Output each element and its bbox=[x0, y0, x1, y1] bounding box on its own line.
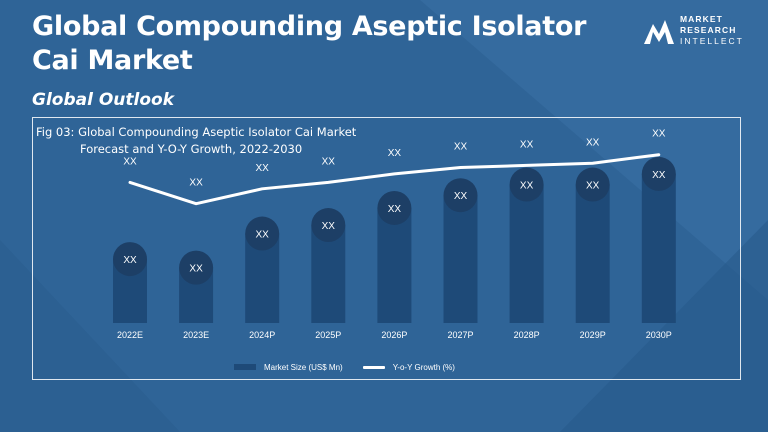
growth-value-label-2023E: XX bbox=[189, 178, 203, 189]
bar-label-bubble-2027P bbox=[443, 178, 478, 213]
bar-label-bubble-2024P bbox=[245, 216, 280, 251]
logo-mountain-icon bbox=[644, 20, 674, 44]
bar-value-label-2026P: XX bbox=[388, 204, 402, 215]
bar-label-bubble-2022E bbox=[113, 242, 147, 277]
growth-value-label-2027P: XX bbox=[454, 142, 468, 153]
growth-value-label-2022E: XX bbox=[123, 156, 137, 167]
bar-2026P bbox=[377, 207, 412, 323]
x-tick-label-2025P: 2025P bbox=[315, 330, 341, 340]
figure-caption-line-1: Fig 03: Global Compounding Aseptic Isola… bbox=[36, 125, 357, 139]
x-tick-label-2026P: 2026P bbox=[381, 330, 407, 340]
growth-value-label-2026P: XX bbox=[388, 148, 402, 159]
x-tick-label-2023E: 2023E bbox=[183, 330, 209, 340]
bar-label-bubble-2028P bbox=[509, 167, 544, 202]
logo-line-1: MARKET bbox=[680, 14, 723, 24]
bar-value-label-2024P: XX bbox=[256, 230, 270, 241]
logo-line-3: INTELLECT bbox=[680, 36, 744, 46]
growth-value-label-2025P: XX bbox=[322, 156, 336, 167]
chart-legend: Market Size (US$ Mn) Y-o-Y Growth (%) bbox=[234, 360, 475, 374]
x-tick-label-2024P: 2024P bbox=[249, 330, 275, 340]
x-tick-label-2027P: 2027P bbox=[447, 330, 473, 340]
legend-item-bars: Market Size (US$ Mn) bbox=[234, 363, 343, 372]
bar-label-bubble-2026P bbox=[377, 190, 412, 225]
page-subtitle: Global Outlook bbox=[32, 90, 175, 110]
bar-label-bubble-2023E bbox=[179, 250, 214, 285]
brand-logo: MARKET RESEARCH INTELLECT bbox=[644, 14, 754, 48]
bar-value-label-2022E: XX bbox=[123, 255, 137, 266]
bar-value-label-2029P: XX bbox=[586, 181, 600, 192]
x-tick-label-2028P: 2028P bbox=[514, 330, 540, 340]
growth-value-label-2030P: XX bbox=[652, 129, 666, 140]
page-title: Global Compounding Aseptic Isolator Cai … bbox=[32, 11, 587, 76]
legend-swatch-bars bbox=[234, 364, 256, 370]
legend-swatch-line bbox=[362, 365, 385, 369]
figure-caption-line-2: Forecast and Y-O-Y Growth, 2022-2030 bbox=[80, 142, 303, 156]
x-tick-label-2030P: 2030P bbox=[646, 330, 672, 340]
bar-label-bubble-2025P bbox=[311, 208, 346, 243]
chart-frame bbox=[32, 117, 741, 380]
bar-value-label-2027P: XX bbox=[454, 191, 468, 202]
bar-2030P bbox=[641, 173, 676, 323]
growth-value-label-2029P: XX bbox=[586, 137, 600, 148]
legend-label-line: Y-o-Y Growth (%) bbox=[392, 362, 455, 372]
growth-value-label-2028P: XX bbox=[520, 139, 534, 150]
figure-caption: Fig 03: Global Compounding Aseptic Isola… bbox=[36, 124, 456, 158]
x-tick-label-2029P: 2029P bbox=[580, 330, 606, 340]
logo-line-2: RESEARCH bbox=[680, 25, 737, 35]
bar-label-bubble-2030P bbox=[641, 156, 676, 191]
bar-2029P bbox=[575, 184, 610, 323]
growth-value-label-2024P: XX bbox=[256, 163, 270, 174]
legend-label-bars: Market Size (US$ Mn) bbox=[264, 362, 343, 372]
bar-value-label-2028P: XX bbox=[520, 181, 534, 192]
bar-value-label-2030P: XX bbox=[652, 170, 666, 181]
bar-label-bubble-2029P bbox=[575, 167, 610, 202]
bar-value-label-2025P: XX bbox=[322, 221, 336, 232]
bar-2028P bbox=[509, 184, 544, 323]
x-tick-label-2022E: 2022E bbox=[117, 330, 143, 340]
legend-item-line: Y-o-Y Growth (%) bbox=[362, 362, 455, 372]
growth-line bbox=[128, 153, 661, 206]
bar-2027P bbox=[443, 195, 478, 323]
bar-value-label-2023E: XX bbox=[189, 264, 203, 275]
